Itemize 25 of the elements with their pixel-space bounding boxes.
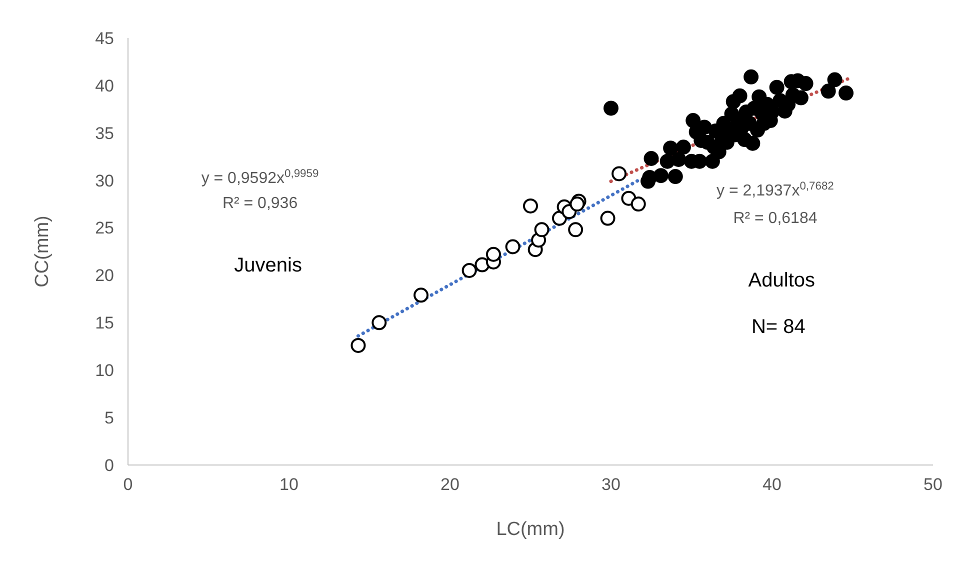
y-tick-label: 20 (95, 266, 114, 286)
annotation: Juvenis (234, 254, 302, 276)
x-axis-title: LC(mm) (496, 519, 565, 540)
x-tick-label: 40 (762, 475, 782, 494)
y-tick-label: 15 (95, 314, 114, 333)
x-tick-label: 50 (924, 475, 942, 494)
x-tick-label: 30 (602, 475, 620, 494)
x-tick-label: 10 (280, 475, 298, 494)
annotation: N= 84 (751, 316, 806, 338)
y-axis-title: CC(mm) (32, 216, 53, 288)
y-tick-label: 40 (95, 76, 114, 96)
y-tick-label: 10 (95, 361, 114, 380)
annotation: y = 2,1937x$^{0,7682}$ (716, 180, 834, 200)
x-tick-label: 0 (123, 475, 133, 494)
y-tick-label: 25 (95, 218, 114, 238)
y-tick-label: 30 (95, 171, 114, 190)
annotation: R² = 0,6184 (733, 210, 818, 228)
annotation: y = 0,9592x$^{0,9959}$ (201, 168, 319, 188)
y-tick-label: 0 (104, 456, 114, 475)
annotation: Adultos (748, 270, 816, 292)
y-tick-label: 45 (95, 28, 114, 48)
x-tick-label: 20 (440, 475, 460, 494)
annotation: R² = 0,936 (222, 194, 298, 212)
y-tick-label: 5 (104, 408, 114, 428)
y-tick-label: 35 (95, 124, 114, 143)
